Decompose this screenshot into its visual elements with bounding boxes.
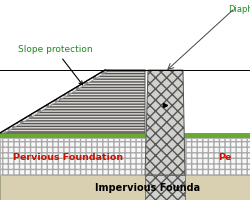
- Text: Pe: Pe: [218, 152, 232, 162]
- Bar: [0, 133, 250, 138]
- Polygon shape: [145, 175, 185, 200]
- Polygon shape: [0, 138, 145, 175]
- Polygon shape: [0, 70, 110, 133]
- Polygon shape: [0, 70, 145, 133]
- Text: Diaph: Diaph: [228, 5, 250, 14]
- Polygon shape: [185, 138, 250, 175]
- Polygon shape: [145, 70, 185, 175]
- Polygon shape: [0, 175, 250, 200]
- Text: Impervious Founda: Impervious Founda: [96, 183, 200, 193]
- Text: Slope protection: Slope protection: [18, 45, 92, 85]
- Text: Pervious Foundation: Pervious Foundation: [13, 152, 123, 162]
